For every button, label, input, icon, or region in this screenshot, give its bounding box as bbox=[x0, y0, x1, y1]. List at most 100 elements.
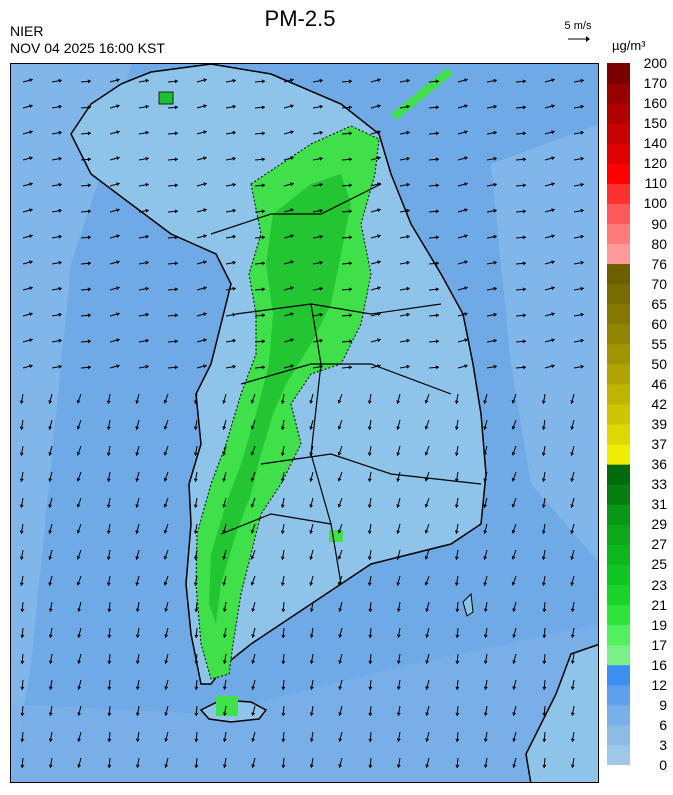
wind-arrowhead bbox=[290, 312, 294, 317]
wind-arrowhead bbox=[570, 504, 575, 508]
wind-arrowhead bbox=[250, 555, 255, 560]
tsushima-island bbox=[462, 592, 474, 617]
colorbar-bin bbox=[607, 83, 630, 104]
colorbar-tick-label: 36 bbox=[651, 456, 667, 473]
wind-arrowhead bbox=[483, 452, 488, 456]
wind-arrowhead bbox=[261, 131, 265, 136]
wind-arrowhead bbox=[580, 208, 584, 213]
wind-arrowhead bbox=[290, 182, 294, 187]
colorbar-tick-label: 39 bbox=[651, 416, 667, 432]
wind-arrowhead bbox=[541, 478, 546, 482]
wind-arrowhead bbox=[522, 157, 526, 162]
wind-arrowhead bbox=[348, 105, 352, 110]
colorbar-tick-label: 55 bbox=[651, 335, 667, 352]
wind-arrowhead bbox=[107, 686, 112, 690]
wind-arrowhead bbox=[337, 529, 342, 534]
wind-arrowhead bbox=[396, 686, 401, 690]
colorbar-tick-label: 110 bbox=[644, 175, 667, 192]
wind-arrowhead bbox=[319, 208, 323, 213]
wind-arrowhead bbox=[406, 364, 410, 369]
wind-arrowhead bbox=[193, 452, 198, 456]
wind-arrowhead bbox=[435, 105, 439, 110]
wind-arrowhead bbox=[222, 660, 227, 664]
wind-arrowhead bbox=[367, 504, 372, 508]
wind-arrowhead bbox=[290, 104, 294, 109]
wind-arrowhead bbox=[367, 400, 372, 404]
wind-arrowhead bbox=[290, 130, 294, 135]
wind-arrowhead bbox=[250, 425, 255, 430]
wind-arrowhead bbox=[424, 425, 429, 430]
wind-arrowhead bbox=[281, 660, 286, 664]
colorbar-tick-label: 46 bbox=[651, 375, 667, 392]
wind-arrowhead bbox=[87, 79, 91, 84]
wind-arrowhead bbox=[29, 182, 33, 187]
wind-arrowhead bbox=[174, 209, 178, 214]
wind-arrowhead bbox=[106, 556, 111, 560]
wind-arrowhead bbox=[424, 399, 429, 404]
wind-arrowhead bbox=[396, 738, 401, 742]
wind-arrowhead bbox=[522, 183, 526, 188]
wind-arrowhead bbox=[425, 634, 430, 638]
wind-arrowhead bbox=[106, 452, 111, 456]
wind-arrowhead bbox=[164, 712, 169, 716]
wind-arrowhead bbox=[455, 660, 460, 664]
wind-arrowhead bbox=[541, 556, 546, 560]
colorbar-bin bbox=[607, 584, 630, 606]
wind-arrowhead bbox=[76, 399, 81, 404]
wind-arrowhead bbox=[435, 79, 439, 84]
wind-arrowhead bbox=[281, 738, 286, 742]
wind-arrowhead bbox=[261, 339, 265, 344]
wind-arrowhead bbox=[338, 634, 343, 638]
wind-arrowhead bbox=[541, 582, 546, 586]
wind-arrowhead bbox=[281, 634, 286, 638]
wind-arrowhead bbox=[145, 234, 149, 239]
colorbar-tick-label: 100 bbox=[643, 195, 667, 212]
sea-band-east bbox=[491, 124, 598, 562]
wind-arrowhead bbox=[77, 660, 82, 664]
wind-arrowhead bbox=[116, 260, 120, 265]
wind-arrowhead bbox=[290, 286, 294, 291]
wind-arrowhead bbox=[512, 686, 517, 690]
wind-arrowhead bbox=[281, 608, 286, 612]
wind-arrowhead bbox=[377, 364, 381, 369]
wind-arrowhead bbox=[493, 78, 497, 83]
wind-arrowhead bbox=[145, 104, 149, 109]
wind-arrowhead bbox=[174, 183, 178, 188]
wind-arrowhead bbox=[483, 738, 488, 742]
wind-arrowhead bbox=[87, 209, 91, 214]
wind-arrowhead bbox=[116, 234, 120, 239]
wind-arrowhead bbox=[145, 182, 149, 187]
wind-arrowhead bbox=[261, 209, 265, 214]
wind-arrowhead bbox=[377, 104, 381, 109]
wind-arrowhead bbox=[396, 556, 401, 560]
wind-arrowhead bbox=[570, 400, 575, 404]
wind-arrowhead bbox=[87, 287, 91, 292]
wind-arrowhead bbox=[232, 78, 236, 83]
wind-arrowhead bbox=[164, 660, 169, 664]
wind-arrowhead bbox=[145, 78, 149, 83]
wind-arrowhead bbox=[145, 260, 149, 265]
wind-arrowhead bbox=[464, 208, 468, 213]
wind-arrowhead bbox=[19, 478, 24, 482]
wind-arrowhead bbox=[454, 400, 459, 404]
colorbar-tick-label: 0 bbox=[659, 757, 667, 773]
wind-arrowhead bbox=[541, 530, 546, 534]
wind-arrowhead bbox=[551, 130, 555, 135]
wind-arrowhead bbox=[367, 452, 372, 456]
wind-arrowhead bbox=[280, 478, 285, 482]
wind-arrowhead bbox=[425, 738, 430, 742]
wind-arrowhead bbox=[222, 504, 227, 508]
wind-arrowhead bbox=[193, 556, 198, 560]
colorbar-bin bbox=[607, 484, 630, 505]
colorbar-tick-label: 21 bbox=[651, 596, 667, 613]
wind-arrowhead bbox=[194, 738, 199, 742]
wind-arrowhead bbox=[135, 452, 140, 456]
wind-arrowhead bbox=[483, 712, 488, 716]
wind-arrowhead bbox=[58, 260, 62, 265]
wind-arrowhead bbox=[48, 712, 53, 716]
colorbar-tick-label: 90 bbox=[651, 215, 667, 232]
wind-arrowhead bbox=[232, 312, 236, 317]
wind-arrowhead bbox=[48, 478, 53, 482]
wind-arrowhead bbox=[135, 608, 140, 612]
wind-arrowhead bbox=[261, 235, 265, 240]
